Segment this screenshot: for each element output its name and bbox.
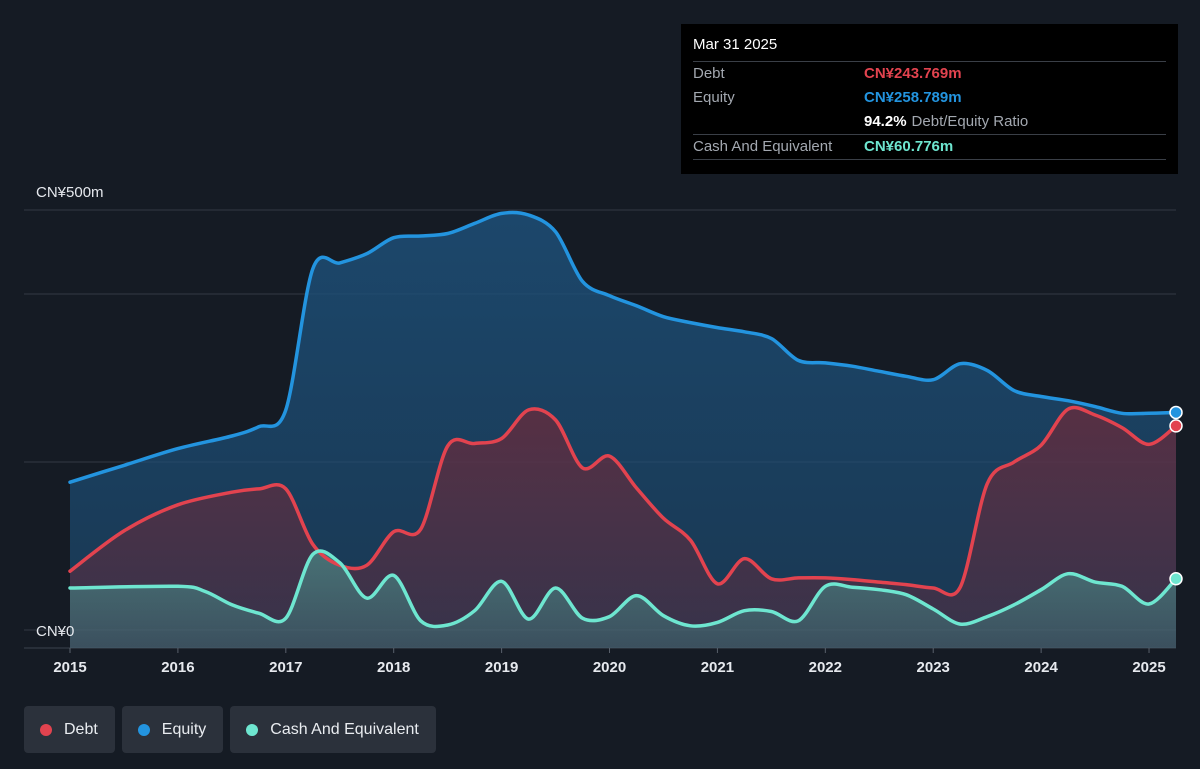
tooltip-ratio-label: Debt/Equity Ratio — [911, 113, 1029, 130]
chart-legend: Debt Equity Cash And Equivalent — [24, 706, 436, 753]
tooltip-cash-value: CN¥60.776m — [864, 138, 954, 155]
cash-line — [68, 549, 1178, 629]
equity-line — [68, 210, 1178, 484]
y-tick-label-top: CN¥500m — [36, 184, 104, 201]
x-tick-label: 2016 — [161, 659, 194, 676]
tooltip-cash-label: Cash And Equivalent — [693, 138, 833, 155]
x-tick-label: 2017 — [269, 659, 302, 676]
legend-debt-label: Debt — [64, 720, 98, 738]
cash-end-marker — [1169, 572, 1183, 586]
cash-area — [70, 550, 1176, 648]
x-tick-label: 2023 — [917, 659, 950, 676]
tooltip-equity-label: Equity — [693, 89, 735, 106]
x-tick-label: 2025 — [1132, 659, 1165, 676]
tooltip-row-debt: Debt CN¥243.769m — [693, 61, 1166, 86]
x-tick-label: 2019 — [485, 659, 518, 676]
tooltip-equity-value: CN¥258.789m — [864, 89, 962, 106]
equity-end-marker — [1169, 405, 1183, 420]
debt-line — [68, 405, 1178, 597]
legend-item-debt[interactable]: Debt — [24, 706, 115, 753]
legend-item-cash[interactable]: Cash And Equivalent — [230, 706, 436, 753]
x-tick-label: 2022 — [809, 659, 842, 676]
equity-area — [70, 212, 1176, 648]
tooltip-ratio-value: 94.2% — [864, 113, 907, 130]
legend-item-equity[interactable]: Equity — [121, 706, 224, 753]
x-tick-label: 2024 — [1024, 659, 1058, 676]
debt-end-marker — [1169, 419, 1183, 433]
tooltip-debt-label: Debt — [693, 65, 725, 82]
x-tick-label: 2015 — [53, 659, 86, 676]
tooltip-row-cash: Cash And Equivalent CN¥60.776m — [693, 134, 1166, 160]
cash-dot-icon — [246, 723, 259, 736]
tooltip-debt-value: CN¥243.769m — [864, 65, 962, 82]
tooltip-row-equity: Equity CN¥258.789m — [693, 86, 1166, 110]
tooltip-date: Mar 31 2025 — [693, 36, 778, 53]
x-tick-label: 2021 — [701, 659, 734, 676]
equity-dot-icon — [137, 723, 150, 736]
x-tick-label: 2020 — [593, 659, 626, 676]
chart-tooltip: Mar 31 2025 Debt CN¥243.769m Equity CN¥2… — [681, 24, 1178, 174]
x-tick-label: 2018 — [377, 659, 410, 676]
y-tick-label-bottom: CN¥0 — [36, 623, 74, 640]
tooltip-row-ratio: 94.2% Debt/Equity Ratio — [693, 110, 1166, 134]
legend-cash-label: Cash And Equivalent — [270, 720, 419, 738]
debt-dot-icon — [40, 723, 52, 736]
legend-equity-label: Equity — [161, 720, 207, 738]
